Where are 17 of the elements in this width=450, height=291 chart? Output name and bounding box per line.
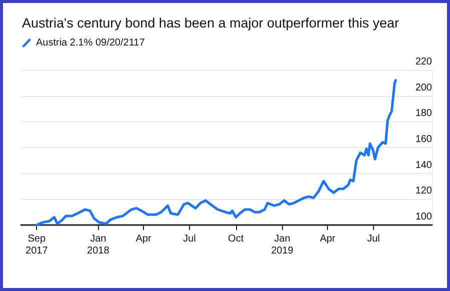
y-tick-label: 140 — [415, 160, 432, 171]
legend-label: Austria 2.1% 09/20/2117 — [36, 38, 146, 48]
x-tick-label: Apr — [136, 234, 152, 244]
x-tick-label: Jul — [183, 234, 196, 244]
x-tick-label: Apr — [320, 234, 336, 244]
x-tick-label: Jan 2019 — [271, 234, 294, 256]
x-tick-label: Jan 2018 — [87, 234, 110, 256]
y-tick-label: 120 — [415, 186, 432, 197]
y-tick-label: 220 — [415, 56, 432, 68]
y-tick-label: 100 — [415, 212, 432, 222]
x-tick-label: Sep 2017 — [26, 234, 48, 256]
y-tick-label: 180 — [415, 108, 432, 120]
x-tick-label: Oct — [228, 234, 244, 244]
y-tick-label: 160 — [415, 134, 432, 145]
chart-title: Austria's century bond has been a major outperformer this year — [22, 16, 400, 30]
x-tick-label: Jul — [367, 234, 380, 244]
y-tick-label: 200 — [415, 82, 432, 94]
